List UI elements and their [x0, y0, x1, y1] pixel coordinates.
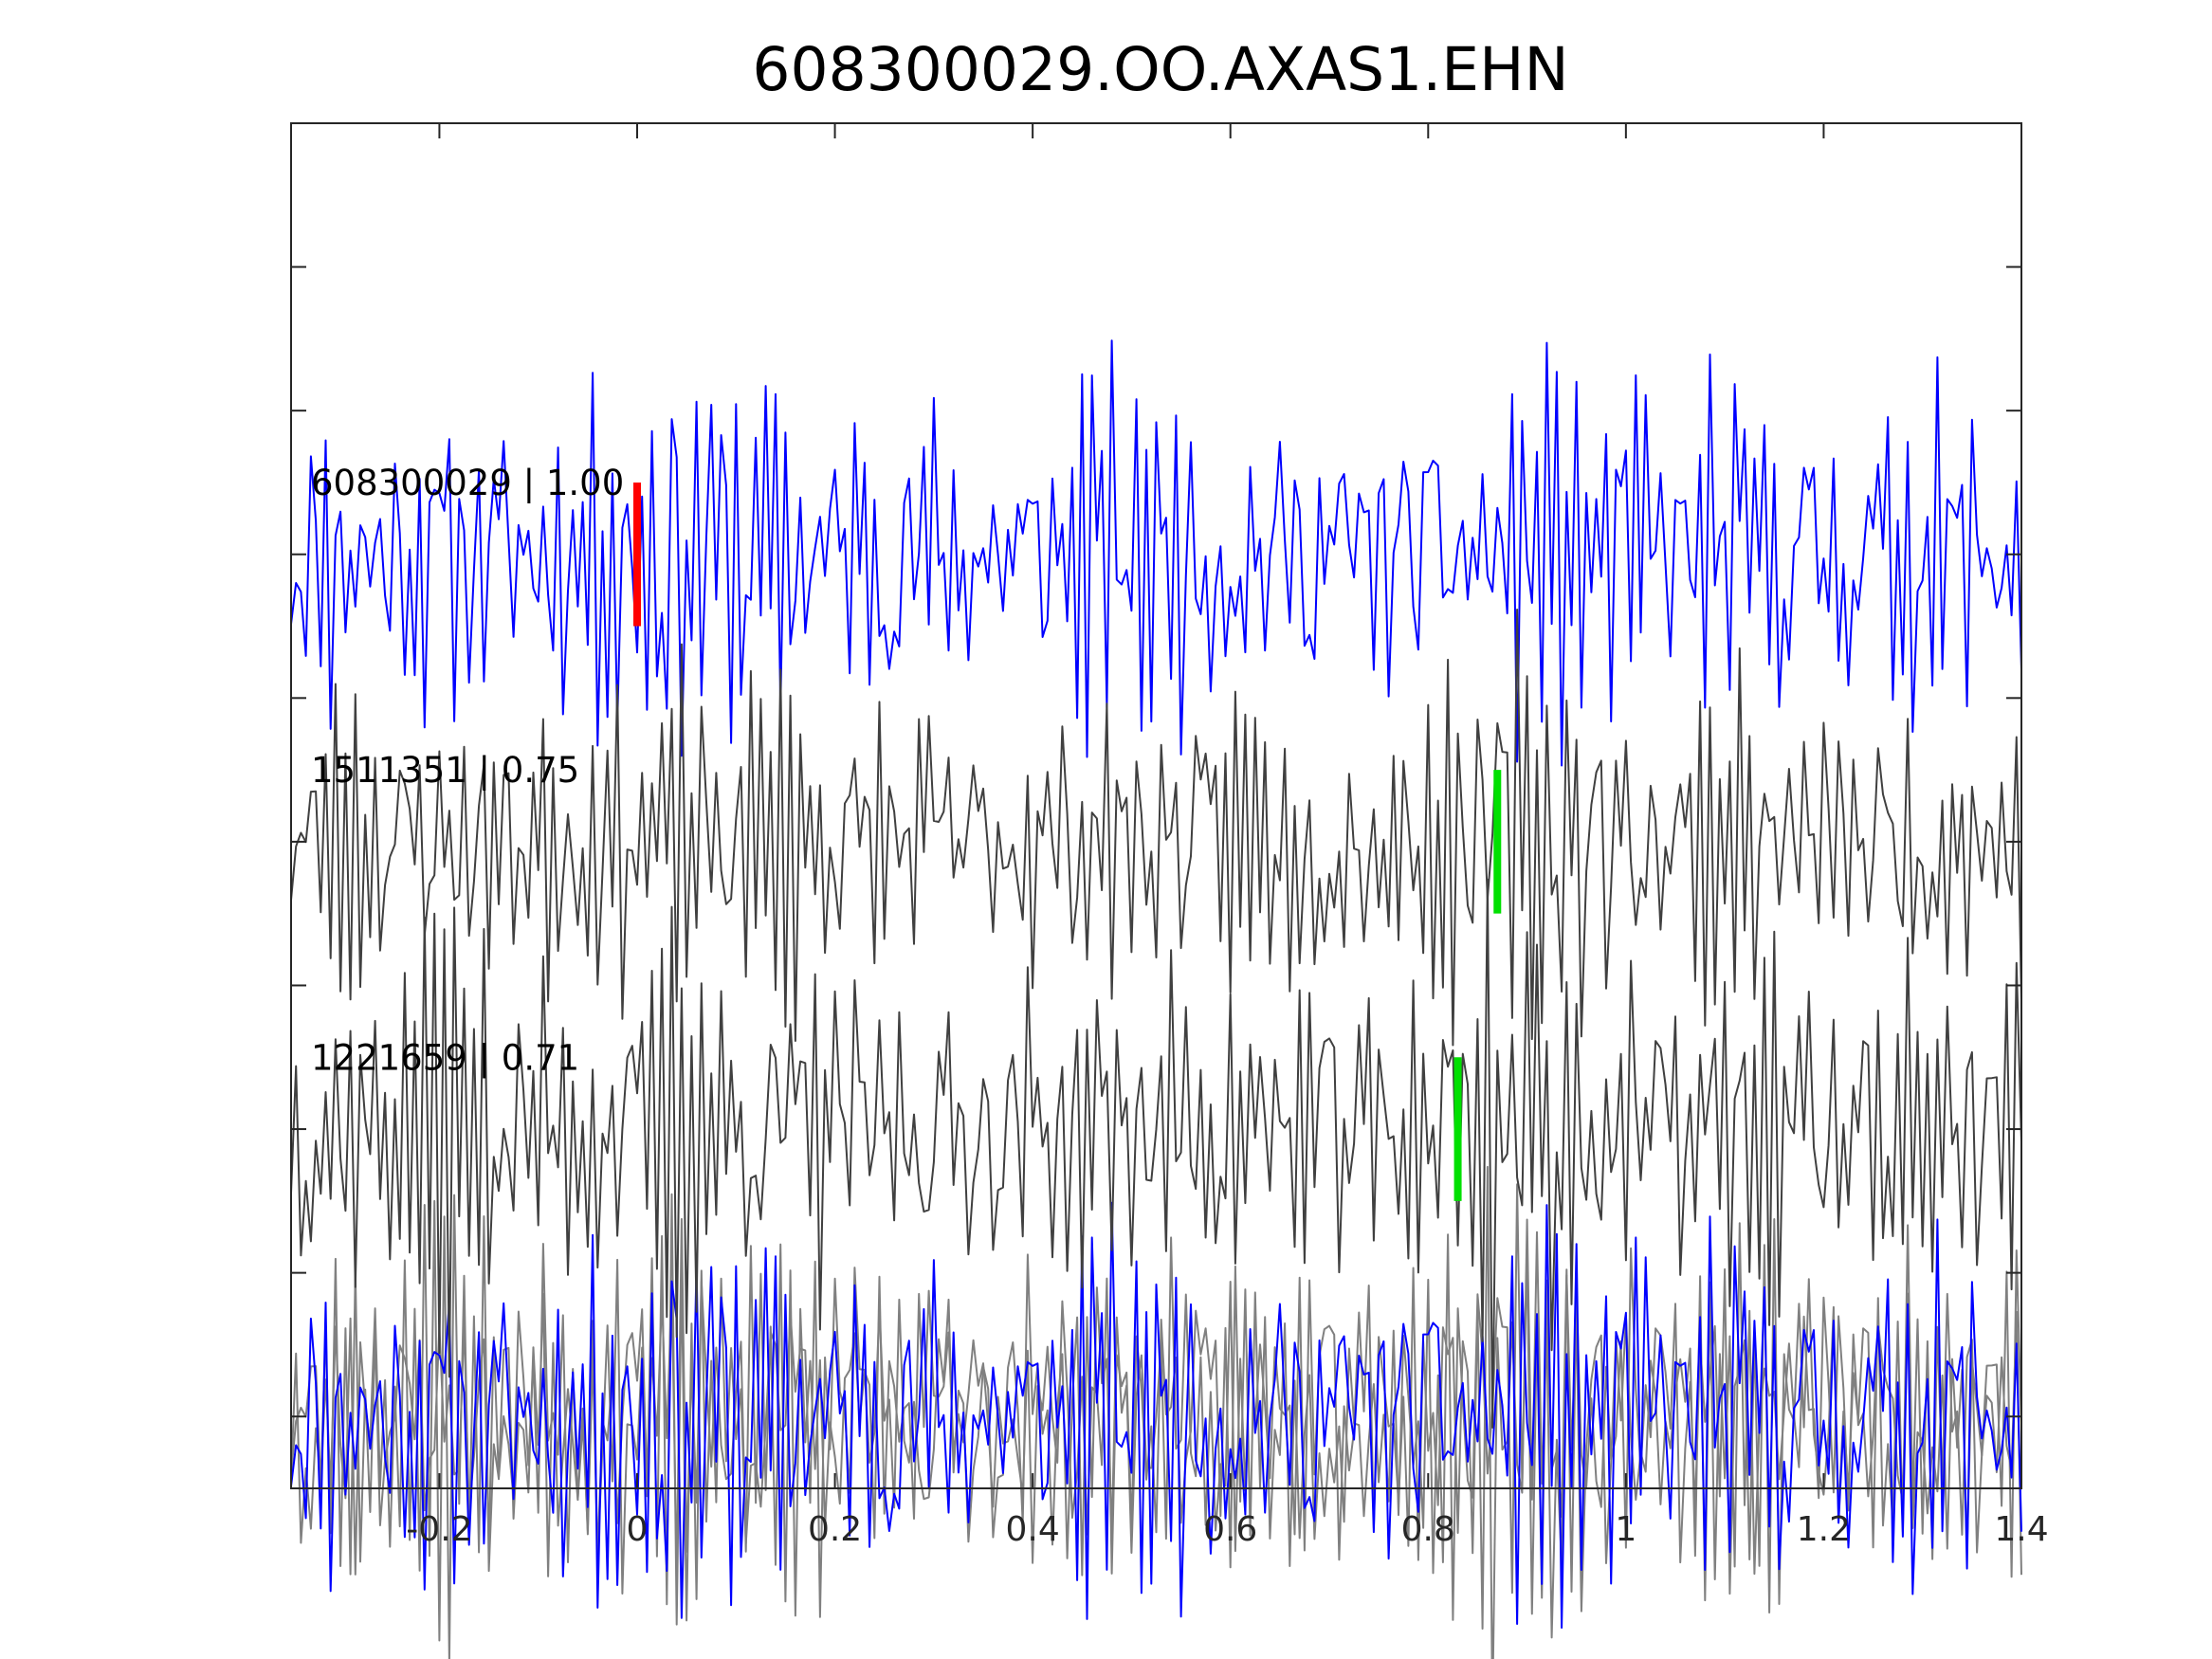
trace-3-label: 1221659 | 0.71: [311, 1037, 579, 1078]
x-tick-label: 0.8: [1401, 1510, 1455, 1549]
axes-frame: [290, 122, 2022, 1489]
axis-ticks: -0.2 0 0.2 0.4 0.6 0.8 1 1.2 1.4: [291, 123, 2049, 1549]
x-tick-label: 1: [1615, 1510, 1636, 1549]
x-tick-label: 0: [627, 1510, 649, 1549]
plot-area: 608300029 | 1.00 1511351 | 0.75 1221659 | …: [290, 339, 2022, 1659]
x-tick-label: 0.2: [808, 1510, 862, 1549]
x-tick-label: 0.4: [1006, 1510, 1060, 1549]
trace-2-waveform: [290, 609, 2022, 1047]
x-tick-label: 1.2: [1797, 1510, 1851, 1549]
trace-3-waveform: [290, 878, 2022, 1429]
trace-2-label: 1511351 | 0.75: [311, 750, 579, 791]
trace-1-waveform: [290, 339, 2022, 767]
stack-trace-2: [290, 1183, 2022, 1621]
trace-1-label: 608300029 | 1.00: [311, 463, 624, 503]
x-tick-label: -0.2: [406, 1510, 472, 1549]
chart-title: 608300029.OO.AXAS1.EHN: [752, 35, 1568, 104]
stack-trace-1: [290, 1201, 2022, 1629]
x-tick-label: 0.6: [1203, 1510, 1257, 1549]
x-tick-label: 1.4: [1994, 1510, 2048, 1549]
